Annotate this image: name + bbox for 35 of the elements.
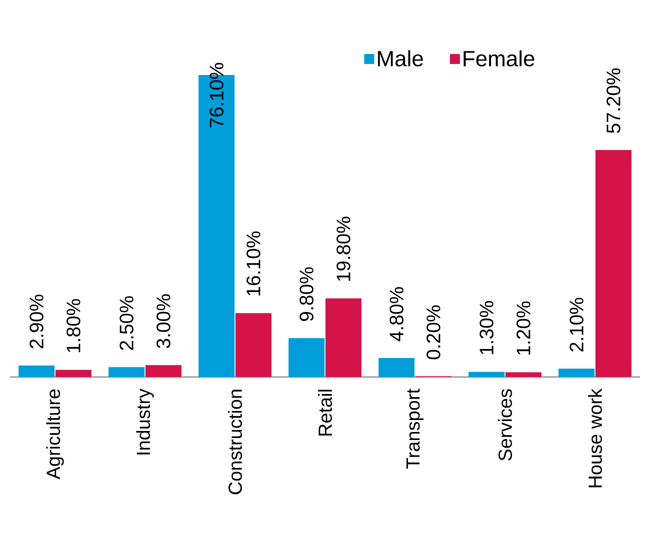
bar [235,313,272,378]
data-label: 16.10% [246,231,260,296]
data-label: 3.00% [156,294,170,348]
bar [145,365,182,378]
bar [288,338,325,378]
data-label: 2.50% [120,296,134,350]
x-tick-label: Retail [318,390,332,436]
bar [505,372,542,378]
data-label: 57.20% [606,68,620,134]
data-label: 76.10% [210,62,224,128]
data-label: 2.10% [570,298,584,352]
legend-label: Male [378,50,423,66]
bar [468,372,505,378]
data-label: 1.20% [516,301,530,355]
data-label: 19.80% [336,216,350,281]
x-tick-label: Industry [136,388,154,454]
bar [378,358,415,378]
legend-label: Female [464,50,534,66]
data-label: 2.90% [30,294,44,348]
data-label: 0.20% [426,305,440,360]
bar [595,150,632,378]
x-tick-label: Construction [228,390,242,494]
x-tick-label: Agriculture [46,389,64,480]
data-label: 1.30% [480,301,494,354]
x-tick-label: Services [498,389,512,461]
bar [558,368,595,378]
bar [55,370,92,378]
x-tick-label: Transport [406,388,424,469]
bar [325,298,362,378]
bar [18,365,55,378]
data-label: 9.80% [300,267,314,321]
data-label: 4.80% [390,287,404,342]
bar [108,367,145,378]
data-label: 1.80% [66,299,80,352]
x-tick-label: House work [588,388,602,488]
